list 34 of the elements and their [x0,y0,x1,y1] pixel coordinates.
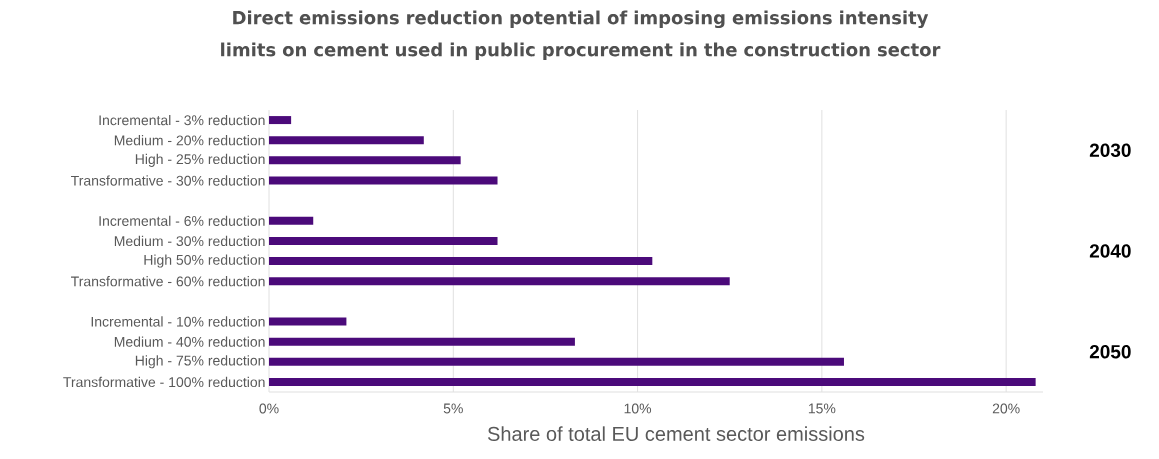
y-tick-label: High - 75% reduction [135,355,265,369]
y-tick-label: Transformative - 60% reduction [71,276,265,287]
y-tick-label: Medium - 20% reduction [114,135,265,146]
y-tick-label: Medium - 40% reduction [114,336,265,347]
x-tick-label: 5% [443,403,463,414]
chart-title: Direct emissions reduction potential of imposing emissions intensity limits on cement used in public procurement in the construction sector [221,10,941,60]
x-tick-label: 0% [259,403,279,414]
bar [269,357,844,366]
y-tick-label: Incremental - 3% reduction [99,114,265,126]
text: 2030 [1089,143,1131,158]
y-tick-label: Medium - 30% reduction [114,235,265,247]
bar [269,236,498,245]
bar [269,257,653,266]
y-tick-label: Incremental - 6% reduction [99,215,265,226]
x-tick-label: 10% [624,403,652,414]
bar [269,277,730,286]
bar [269,176,498,185]
bar [269,317,347,326]
x-axis-title: Share of total EU cement sector emissions [487,426,865,441]
bar [269,216,314,225]
text: 2040 [1089,244,1131,258]
bar [269,337,575,346]
y-tick-label: High - 25% reduction [135,153,265,167]
y-tick-label: Transformative - 30% reduction [71,175,265,186]
bar [269,156,461,165]
bar [269,116,292,125]
y-tick-label: Transformative - 100% reduction [63,376,265,388]
y-tick-label: Incremental - 10% reduction [91,316,265,327]
x-tick-label: 15% [808,403,836,414]
bar [269,377,1036,386]
x-tick-label: 20% [992,403,1020,414]
bar [269,136,424,145]
y-tick-label: High 50% reduction [144,254,265,268]
text: 2050 [1089,344,1131,359]
